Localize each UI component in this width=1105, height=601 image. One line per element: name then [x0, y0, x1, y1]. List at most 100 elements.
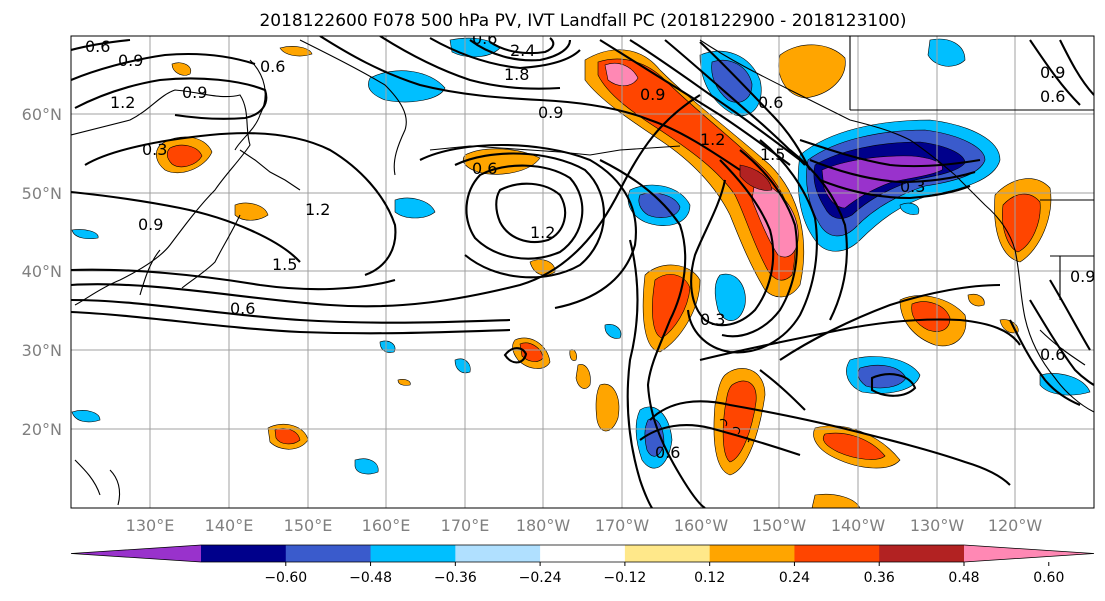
latitude-labels: 60°N 50°N 40°N 30°N 20°N [22, 105, 62, 439]
positive-anomaly-kamchatka-core [166, 144, 203, 168]
pv-contour [469, 39, 572, 62]
negative-anomaly-japan [394, 197, 436, 219]
contour-label: 0.3 [900, 177, 925, 196]
colorbar-swatch [370, 545, 456, 562]
positive-anomaly-edge [739, 164, 773, 191]
pv-contour [465, 164, 584, 260]
contour-label: 0.6 [472, 29, 497, 48]
positive-anomaly-small-8 [811, 493, 861, 508]
longitude-labels: 130°E 140°E 150°E 160°E 170°E 180°W 170°… [126, 516, 1043, 535]
contour-label: 0.6 [758, 93, 783, 112]
negative-anomaly-west-pacific [354, 458, 379, 475]
siberia-coast [299, 39, 407, 176]
pv-contour [71, 298, 511, 324]
colorbar-extend-low [71, 545, 201, 562]
kamchatka-coast [234, 59, 266, 151]
lat-label: 30°N [22, 341, 62, 360]
pv-contour [71, 268, 396, 291]
pv-contour [1049, 279, 1091, 351]
contour-label: 1.2 [110, 93, 135, 112]
pv-contour [489, 37, 555, 55]
positive-anomaly-small-2 [171, 62, 192, 76]
pv-contour [74, 77, 268, 120]
colorbar-tick-label: −0.36 [434, 570, 477, 586]
colorbar-tick-label: 0.60 [1033, 570, 1064, 586]
colorbar-swatch [285, 545, 372, 562]
colorbar-swatch [879, 545, 965, 562]
colorbar-swatch [709, 545, 795, 562]
contour-label: 0.3 [142, 140, 167, 159]
colorbar-swatch [540, 545, 626, 562]
colorbar-tick-label: −0.12 [603, 570, 646, 586]
gridlines [71, 36, 1094, 508]
colorbar-tick-label: 0.12 [694, 570, 725, 586]
contour-labels: 0.6 0.9 1.2 0.9 0.6 0.3 0.9 1.2 1.5 0.6 … [85, 29, 1094, 462]
contour-label: 0.6 [85, 37, 110, 56]
pv-contour [495, 182, 567, 244]
pv-contour [686, 139, 818, 354]
kuril-chain [239, 149, 301, 191]
contour-label: 0.9 [182, 83, 207, 102]
map-background [71, 36, 1094, 508]
pv-contour [629, 39, 801, 161]
pv-contour [699, 41, 811, 171]
pv-contour [71, 94, 701, 308]
contour-label: 1.5 [272, 255, 297, 274]
pv-contour [1029, 39, 1081, 106]
positive-anomaly-small-1 [279, 46, 313, 57]
negative-anomaly-peak [821, 155, 943, 209]
positive-anomaly-small-7 [967, 293, 985, 307]
negative-anomaly-small-6 [899, 202, 920, 215]
colorbar-tick-label: 0.24 [779, 570, 810, 586]
colorbar-tick-label: 0.36 [864, 570, 895, 586]
negative-anomaly-south-core [644, 418, 665, 457]
contour-label: 0.3 [700, 310, 725, 329]
pv-contour [71, 52, 256, 81]
contour-label: 0.6 [260, 57, 285, 76]
colorbar-swatch [455, 545, 541, 562]
pv-contour [799, 139, 981, 168]
negative-anomaly-small-4 [71, 410, 101, 423]
positive-anomaly-small-9 [397, 379, 411, 386]
colorbar-tick-label: −0.60 [264, 570, 307, 586]
lat-label: 20°N [22, 420, 62, 439]
contour-label: 0.9 [538, 103, 563, 122]
negative-anomaly-small-5 [71, 229, 99, 240]
positive-anomaly-south-center-core [722, 380, 757, 463]
contour-label: 0.6 [1040, 87, 1065, 106]
mexico-coast [1039, 329, 1086, 366]
contour-label: 0.6 [655, 443, 680, 462]
colorbar-tick-label: −0.48 [349, 570, 392, 586]
pv-contour [1059, 39, 1094, 96]
lon-label: 170°W [595, 516, 650, 535]
pv-contour [599, 159, 706, 508]
pv-contour [503, 347, 528, 364]
colorbar-swatch [624, 545, 711, 562]
contour-label: 2.4 [510, 41, 535, 60]
pv-contour [721, 149, 798, 338]
pv-contour [649, 400, 1011, 486]
pv-contour [639, 424, 801, 456]
pv-contour [664, 39, 806, 166]
positive-anomaly-northeast [778, 44, 846, 99]
pv-contour [1029, 299, 1094, 386]
colorbar-outline [70, 544, 1095, 563]
contour-label: 0.6 [472, 159, 497, 178]
colorbar-swatch [201, 545, 287, 562]
contour-label: 1.2 [530, 223, 555, 242]
lon-label: 140°E [205, 516, 254, 535]
contour-label: 0.9 [640, 85, 665, 104]
lon-label: 160°W [674, 516, 729, 535]
pv-contour [626, 239, 653, 508]
contour-label: 1.2 [700, 130, 725, 149]
lon-label: 160°E [362, 516, 411, 535]
pv-contour [71, 38, 131, 52]
pv-contour [379, 36, 561, 90]
lon-label: 180°W [516, 516, 571, 535]
pv-contour [454, 152, 605, 279]
lat-label: 40°N [22, 262, 62, 281]
negative-anomaly-far-east [1039, 373, 1091, 396]
pv-contour [870, 373, 917, 397]
pv-contour [789, 149, 848, 321]
